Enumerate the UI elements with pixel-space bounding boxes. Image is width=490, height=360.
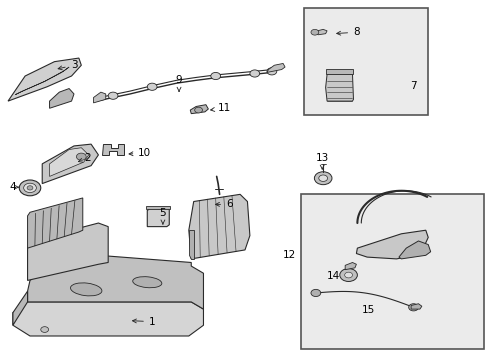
Polygon shape xyxy=(356,230,428,259)
Circle shape xyxy=(267,68,277,75)
Polygon shape xyxy=(102,144,124,155)
Polygon shape xyxy=(49,148,89,176)
Polygon shape xyxy=(190,105,208,114)
Polygon shape xyxy=(42,144,98,184)
Polygon shape xyxy=(411,304,422,309)
Text: 7: 7 xyxy=(410,81,416,91)
Polygon shape xyxy=(27,223,108,280)
Polygon shape xyxy=(189,230,194,259)
Text: 14: 14 xyxy=(326,271,340,281)
Text: 5: 5 xyxy=(160,208,166,224)
Circle shape xyxy=(24,183,36,193)
Polygon shape xyxy=(326,74,353,101)
Text: 6: 6 xyxy=(216,199,233,210)
Circle shape xyxy=(409,304,418,311)
Polygon shape xyxy=(94,92,106,103)
Ellipse shape xyxy=(71,283,102,296)
Text: 15: 15 xyxy=(362,305,375,315)
Text: 1: 1 xyxy=(132,317,155,327)
Polygon shape xyxy=(345,262,356,270)
Text: 12: 12 xyxy=(282,249,295,260)
Polygon shape xyxy=(189,194,250,259)
Text: 3: 3 xyxy=(58,60,77,70)
Polygon shape xyxy=(315,30,327,35)
Circle shape xyxy=(340,269,357,282)
Circle shape xyxy=(315,172,332,185)
Text: 13: 13 xyxy=(316,153,329,169)
Polygon shape xyxy=(399,241,431,259)
Ellipse shape xyxy=(133,277,162,288)
Polygon shape xyxy=(27,198,83,248)
Circle shape xyxy=(211,72,220,80)
Polygon shape xyxy=(8,58,81,101)
Circle shape xyxy=(344,272,352,278)
Text: 10: 10 xyxy=(129,148,151,158)
Circle shape xyxy=(311,30,319,35)
Circle shape xyxy=(76,153,86,160)
Polygon shape xyxy=(15,67,69,95)
Polygon shape xyxy=(13,291,27,325)
Circle shape xyxy=(319,175,328,181)
Bar xyxy=(304,8,428,116)
Text: 9: 9 xyxy=(176,75,182,91)
Text: 8: 8 xyxy=(337,27,360,37)
Polygon shape xyxy=(267,63,285,72)
Circle shape xyxy=(147,83,157,90)
Text: 11: 11 xyxy=(211,103,231,113)
Circle shape xyxy=(41,327,49,332)
Circle shape xyxy=(195,107,202,113)
Polygon shape xyxy=(147,206,170,209)
Circle shape xyxy=(27,186,33,190)
Circle shape xyxy=(311,289,321,297)
Circle shape xyxy=(250,70,260,77)
Polygon shape xyxy=(147,209,169,226)
Polygon shape xyxy=(49,89,74,108)
Circle shape xyxy=(19,180,41,196)
Polygon shape xyxy=(326,69,353,74)
Text: 4: 4 xyxy=(10,182,19,192)
Circle shape xyxy=(108,92,118,99)
Text: 2: 2 xyxy=(78,153,91,163)
Polygon shape xyxy=(27,255,203,309)
Polygon shape xyxy=(13,302,203,336)
Bar xyxy=(301,194,485,348)
